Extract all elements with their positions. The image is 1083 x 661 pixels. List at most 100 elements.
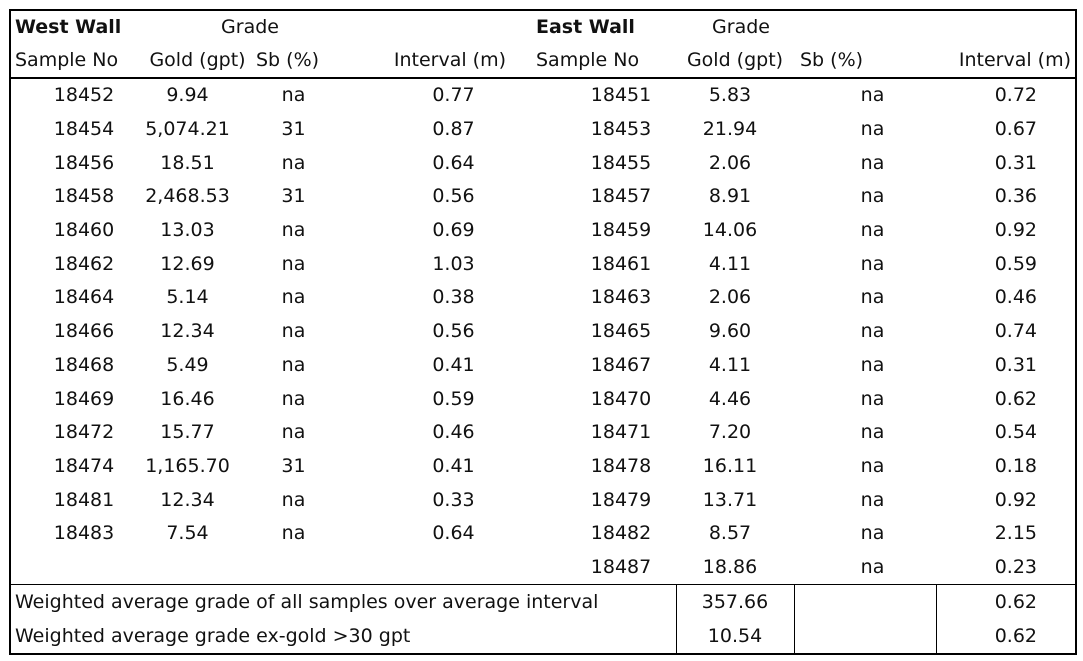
west-wall-title: West Wall	[15, 16, 122, 38]
east-sb-pct: na	[860, 555, 885, 578]
east-sample-no: 18459	[590, 219, 652, 242]
east-gold-gpt: 16.11	[702, 454, 758, 477]
east-sb-pct: na	[860, 84, 885, 107]
east-sample-no: 18465	[590, 320, 652, 343]
west-sb-pct: na	[281, 84, 306, 107]
east-gold-gpt: 2.06	[708, 286, 752, 309]
east-sample-no: 18455	[590, 151, 652, 174]
east-sample-no: 18482	[590, 522, 652, 545]
west-sample-no: 18458	[53, 185, 115, 208]
west-sample-no: 18460	[53, 219, 115, 242]
west-gold-gpt: 15.77	[160, 421, 215, 444]
east-sb-pct: na	[860, 252, 885, 275]
west-gold-gpt: 2,468.53	[145, 185, 230, 208]
west-interval-m: 0.38	[432, 286, 475, 309]
east-gold-gpt: 4.11	[708, 353, 752, 376]
east-interval-m: 0.18	[994, 454, 1037, 477]
east-gold-gpt: 18.86	[702, 555, 758, 578]
west-interval-m: 0.56	[432, 320, 475, 343]
east-sample-no: 18470	[590, 387, 652, 410]
east-sample-no: 18479	[590, 488, 652, 511]
east-interval-m: 0.72	[994, 84, 1037, 107]
west-sample-no: 18474	[53, 454, 115, 477]
east-sb-pct: na	[860, 219, 885, 242]
east-grade-label: Grade	[712, 16, 770, 38]
east-gold-gpt: 13.71	[702, 488, 758, 511]
table-body: West Wall Grade East Wall Grade Sample N…	[10, 10, 1076, 654]
east-gold-gpt: 5.83	[708, 84, 752, 107]
west-gold-gpt: 12.34	[160, 320, 215, 343]
east-interval-m: 0.46	[994, 286, 1037, 309]
summary-sb	[793, 619, 936, 654]
west-sample-no: 18454	[53, 118, 115, 141]
west-interval-m: 0.33	[432, 488, 475, 511]
west-sb-pct: 31	[281, 454, 306, 477]
west-sample-no: 18468	[53, 353, 115, 376]
assay-table: West Wall Grade East Wall Grade Sample N…	[9, 9, 1077, 655]
header-row: Sample No Gold (gpt) Sb (%) Interval (m)…	[10, 44, 1076, 79]
east-sb-pct: na	[860, 353, 885, 376]
west-gold-gpt: 12.69	[160, 252, 215, 275]
east-sample-no: 18463	[590, 286, 652, 309]
west-header-interval: Interval (m)	[331, 44, 536, 79]
east-sample-no: 18467	[590, 353, 652, 376]
west-gold-gpt: 12.34	[160, 488, 215, 511]
west-gold-gpt: 13.03	[160, 219, 215, 242]
summary-label: Weighted average grade of all samples ov…	[10, 584, 676, 619]
west-sb-pct	[256, 551, 331, 585]
east-interval-m: 0.23	[994, 555, 1037, 578]
west-gold-gpt: 5.14	[166, 286, 209, 309]
east-sb-pct: na	[860, 488, 885, 511]
west-sb-pct: na	[281, 387, 306, 410]
east-gold-gpt: 21.94	[702, 118, 758, 141]
table-row: 18458 2,468.53 31 0.56 18457 8.91 na 0.36	[10, 180, 1076, 214]
west-sample-no: 18481	[53, 488, 115, 511]
west-interval-m: 0.77	[432, 84, 475, 107]
west-gold-gpt: 18.51	[160, 151, 215, 174]
west-sample-no: 18469	[53, 387, 115, 410]
east-sample-no: 18471	[590, 421, 652, 444]
table-row: 18456 18.51 na 0.64 18455 2.06 na 0.31	[10, 146, 1076, 180]
west-gold-gpt: 5.49	[166, 353, 209, 376]
east-sample-no: 18451	[590, 84, 652, 107]
east-gold-gpt: 8.57	[708, 522, 752, 545]
east-gold-gpt: 2.06	[708, 151, 752, 174]
table-row: 18454 5,074.21 31 0.87 18453 21.94 na 0.67	[10, 113, 1076, 147]
east-header-sb: Sb (%)	[794, 44, 936, 79]
west-interval-m: 0.64	[432, 151, 475, 174]
west-header-gold: Gold (gpt)	[139, 44, 256, 79]
east-header-gold: Gold (gpt)	[676, 44, 794, 79]
east-interval-m: 2.15	[994, 522, 1037, 545]
west-gold-gpt: 1,165.70	[145, 454, 230, 477]
west-sample-no: 18452	[53, 84, 115, 107]
summary-interval: 0.62	[935, 584, 1076, 619]
west-interval-m: 0.69	[432, 219, 475, 242]
west-sample-no: 18464	[53, 286, 115, 309]
west-sample-no: 18456	[53, 151, 115, 174]
east-sb-pct: na	[860, 454, 885, 477]
west-sb-pct: 31	[281, 185, 306, 208]
east-sample-no: 18478	[590, 454, 652, 477]
west-interval-m: 0.41	[432, 454, 475, 477]
east-gold-gpt: 8.91	[708, 185, 752, 208]
west-sb-pct: na	[281, 151, 306, 174]
west-gold-gpt: 16.46	[160, 387, 215, 410]
table-row: 18466 12.34 na 0.56 18465 9.60 na 0.74	[10, 315, 1076, 349]
east-sb-pct: na	[860, 421, 885, 444]
table-row: 18462 12.69 na 1.03 18461 4.11 na 0.59	[10, 247, 1076, 281]
east-sb-pct: na	[860, 286, 885, 309]
table-row: 18483 7.54 na 0.64 18482 8.57 na 2.15	[10, 517, 1076, 551]
west-grade-label: Grade	[221, 16, 279, 38]
summary-interval: 0.62	[935, 619, 1076, 654]
east-sample-no: 18487	[590, 555, 652, 578]
east-sb-pct: na	[860, 118, 885, 141]
west-gold-gpt: 7.54	[166, 522, 209, 545]
east-gold-gpt: 14.06	[702, 219, 758, 242]
west-interval-m: 0.46	[432, 421, 475, 444]
summary-row: Weighted average grade ex-gold >30 gpt 10…	[10, 619, 1076, 654]
table-row: 18460 13.03 na 0.69 18459 14.06 na 0.92	[10, 214, 1076, 248]
west-gold-gpt	[139, 551, 256, 585]
west-header-sample: Sample No	[10, 44, 139, 79]
summary-gold: 357.66	[675, 584, 794, 619]
